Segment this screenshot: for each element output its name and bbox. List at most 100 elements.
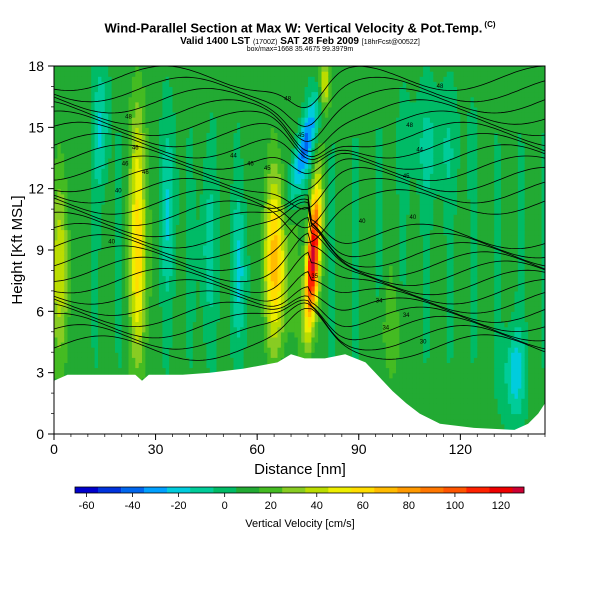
field-cell — [91, 81, 96, 87]
field-cell — [162, 81, 167, 87]
field-cell — [64, 163, 69, 169]
field-cell — [277, 188, 282, 195]
field-cell — [57, 224, 62, 231]
field-cell — [247, 347, 251, 353]
field-cell — [267, 178, 272, 185]
field-cell — [152, 290, 157, 297]
field-cell — [70, 234, 75, 241]
field-cell — [108, 183, 113, 190]
field-cell — [230, 71, 235, 77]
field-cell — [155, 357, 160, 363]
field-cell — [277, 204, 282, 210]
field-cell — [115, 301, 119, 307]
field-cell — [253, 342, 258, 348]
field-cell — [142, 71, 146, 77]
field-cell — [223, 147, 228, 154]
field-cell — [84, 101, 89, 108]
field-cell — [213, 260, 218, 266]
field-cell — [64, 224, 69, 231]
field-cell — [250, 183, 255, 190]
field-cell — [145, 122, 150, 128]
field-cell — [155, 142, 160, 149]
field-cell — [152, 316, 157, 323]
field-cell — [115, 106, 119, 113]
field-cell — [125, 347, 130, 353]
field-cell — [179, 326, 184, 333]
field-cell — [253, 122, 258, 128]
field-cell — [104, 122, 109, 128]
field-cell — [77, 142, 82, 149]
field-cell — [169, 117, 174, 123]
field-cell — [138, 66, 143, 72]
field-cell — [189, 214, 194, 220]
field-cell — [148, 168, 153, 174]
field-cell — [54, 132, 58, 139]
field-cell — [260, 66, 265, 72]
field-cell — [165, 96, 170, 103]
field-cell — [179, 342, 184, 348]
field-cell — [54, 352, 58, 358]
field-cell — [203, 137, 207, 144]
field-cell — [87, 321, 92, 328]
field-cell — [67, 326, 72, 333]
field-cell — [250, 265, 255, 271]
field-cell — [81, 96, 86, 103]
field-cell — [108, 193, 113, 200]
field-cell — [121, 81, 126, 87]
field-cell — [203, 132, 207, 139]
field-cell — [64, 290, 69, 297]
field-cell — [186, 219, 191, 225]
field-cell — [121, 132, 126, 139]
field-cell — [196, 173, 201, 179]
field-cell — [216, 178, 221, 185]
field-cell — [186, 137, 191, 144]
field-cell — [159, 255, 163, 261]
field-cell — [243, 255, 248, 261]
field-cell — [250, 352, 255, 358]
field-cell — [274, 219, 279, 225]
field-cell — [60, 127, 65, 133]
field-cell — [216, 127, 221, 133]
field-cell — [250, 306, 255, 312]
field-cell — [98, 306, 102, 312]
field-cell — [162, 158, 167, 164]
field-cell — [213, 137, 218, 144]
field-cell — [165, 311, 170, 317]
field-cell — [263, 316, 268, 323]
field-cell — [247, 71, 251, 77]
field-cell — [240, 127, 245, 133]
field-cell — [172, 290, 177, 297]
field-cell — [74, 178, 79, 185]
field-cell — [70, 132, 75, 139]
field-cell — [94, 66, 99, 72]
field-cell — [159, 158, 163, 164]
field-cell — [135, 127, 140, 133]
field-cell — [118, 198, 123, 205]
field-cell — [101, 362, 106, 369]
field-cell — [219, 275, 224, 282]
field-cell — [104, 250, 109, 256]
field-cell — [172, 117, 177, 123]
field-cell — [142, 270, 146, 277]
field-cell — [233, 152, 238, 159]
field-cell — [175, 122, 180, 128]
field-cell — [77, 229, 82, 236]
field-cell — [98, 239, 102, 246]
field-cell — [267, 275, 272, 282]
field-cell — [128, 193, 133, 200]
field-cell — [74, 214, 79, 220]
field-cell — [101, 132, 106, 139]
field-cell — [125, 219, 130, 225]
field-cell — [148, 127, 153, 133]
field-cell — [230, 209, 235, 215]
field-cell — [189, 76, 194, 82]
field-cell — [169, 229, 174, 236]
field-cell — [77, 147, 82, 154]
field-cell — [121, 280, 126, 287]
field-cell — [192, 234, 197, 241]
field-cell — [250, 106, 255, 113]
field-cell — [203, 285, 207, 292]
field-cell — [260, 229, 265, 236]
field-cell — [152, 112, 157, 118]
field-cell — [219, 301, 224, 307]
